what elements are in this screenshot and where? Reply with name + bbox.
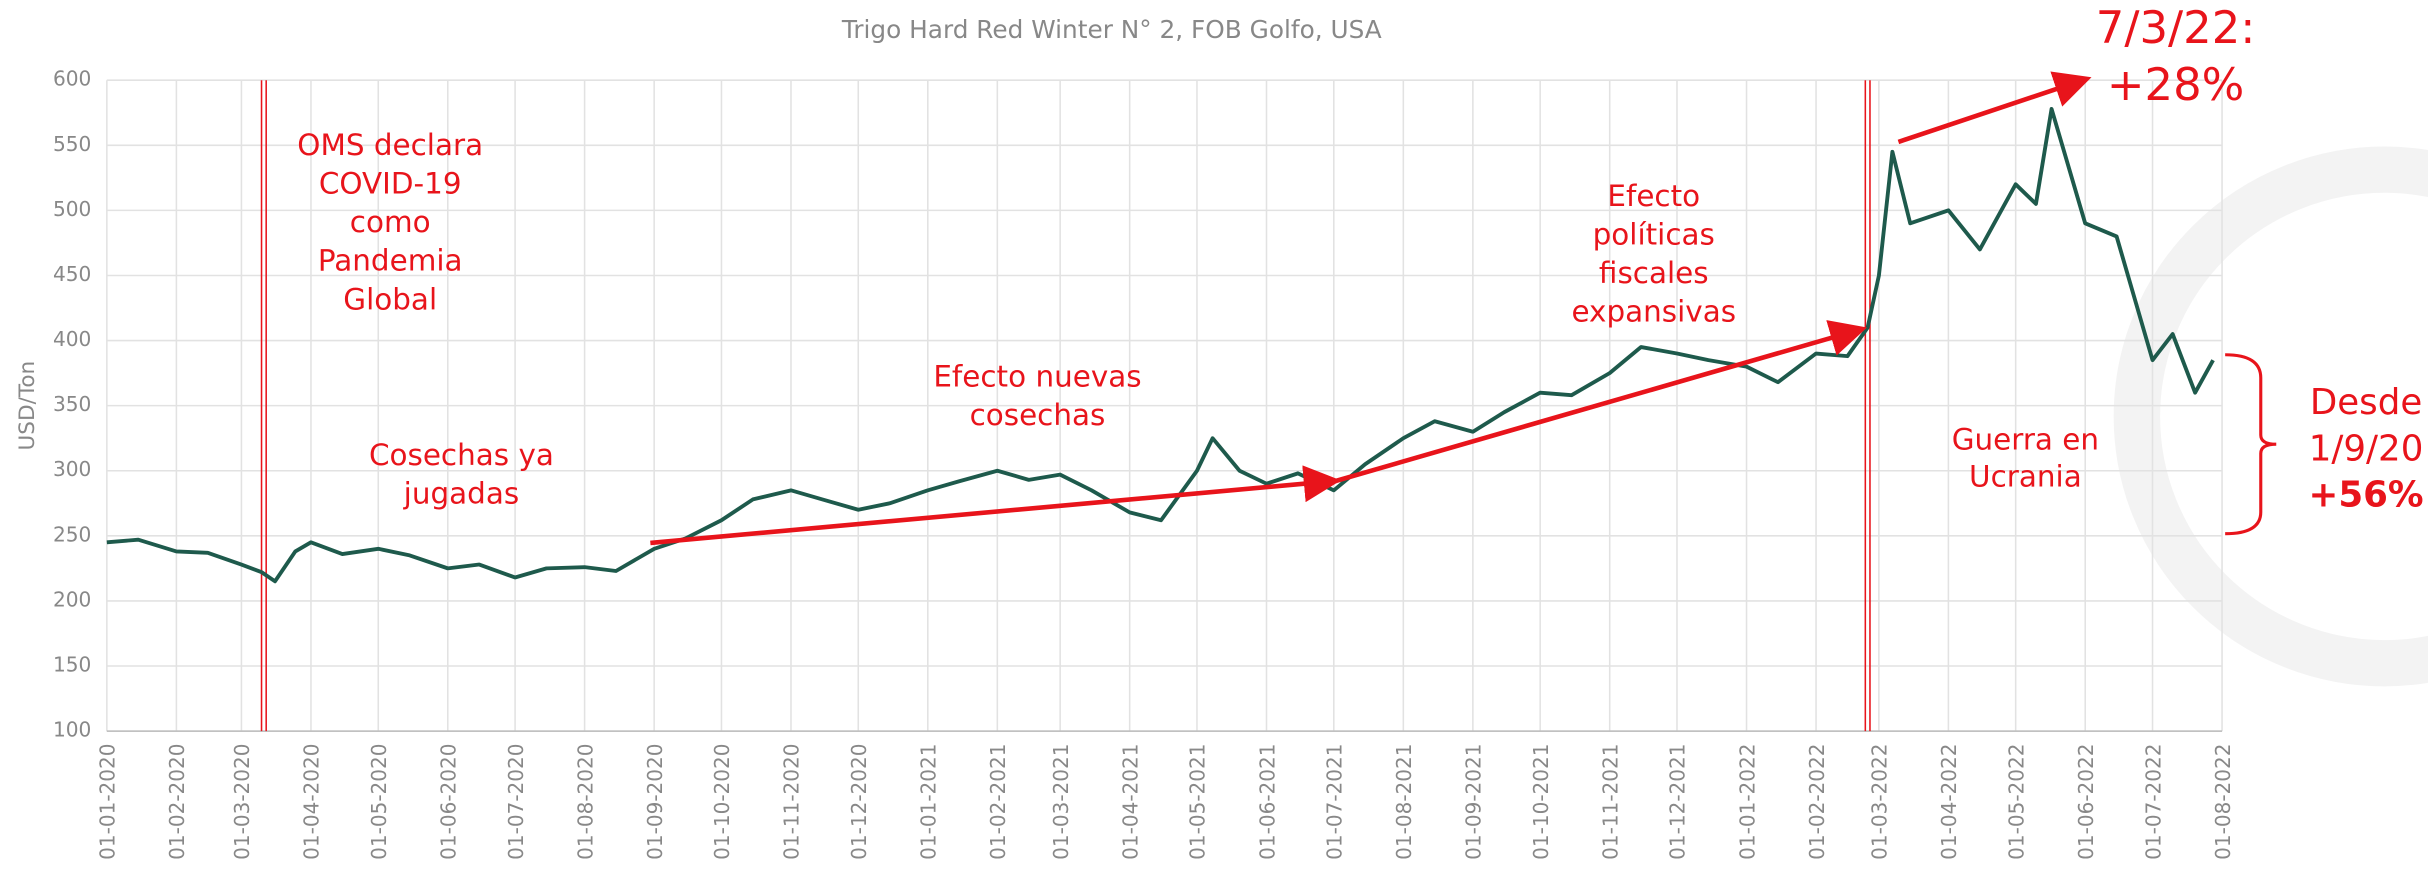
x-tick-label: 01-05-2020 bbox=[367, 743, 391, 859]
x-tick-label: 01-05-2021 bbox=[1186, 743, 1210, 859]
x-tick-label: 01-01-2021 bbox=[917, 743, 941, 859]
x-tick-label: 01-03-2020 bbox=[230, 743, 254, 859]
x-tick-label: 01-06-2020 bbox=[436, 743, 460, 859]
x-tick-label: 01-09-2021 bbox=[1462, 743, 1486, 859]
x-tick-label: 01-12-2021 bbox=[1666, 743, 1690, 859]
x-tick-label: 01-01-2020 bbox=[96, 743, 120, 859]
trend-arrow bbox=[650, 465, 1341, 546]
x-tick-label: 01-07-2022 bbox=[2141, 743, 2165, 859]
y-tick-label: 100 bbox=[53, 718, 91, 742]
annotation: cosechas bbox=[970, 398, 1106, 432]
y-tick-label: 250 bbox=[53, 522, 91, 546]
x-tick-label: 01-07-2021 bbox=[1323, 743, 1347, 859]
annotation: +56% bbox=[2309, 475, 2424, 516]
annotation: Ucrania bbox=[1969, 460, 2082, 494]
x-tick-label: 01-02-2022 bbox=[1805, 743, 1829, 859]
annotation: Pandemia bbox=[318, 244, 463, 278]
annotation: +28% bbox=[2107, 58, 2244, 111]
chart-title: Trigo Hard Red Winter N° 2, FOB Golfo, U… bbox=[841, 15, 1382, 44]
annotation: políticas bbox=[1593, 218, 1715, 252]
annotation: jugadas bbox=[403, 477, 520, 511]
annotation: OMS declara bbox=[297, 128, 483, 162]
x-tick-label: 01-08-2022 bbox=[2211, 743, 2235, 859]
y-axis-label: USD/Ton bbox=[15, 361, 40, 451]
y-tick-label: 350 bbox=[53, 392, 91, 416]
y-tick-label: 400 bbox=[53, 327, 91, 351]
trend-arrow bbox=[1897, 71, 2092, 145]
x-tick-label: 01-11-2021 bbox=[1598, 743, 1622, 859]
y-tick-label: 600 bbox=[53, 67, 91, 91]
annotation: como bbox=[350, 205, 431, 239]
x-tick-label: 01-02-2021 bbox=[986, 743, 1010, 859]
x-tick-label: 01-11-2020 bbox=[780, 743, 804, 859]
x-tick-label: 01-06-2021 bbox=[1255, 743, 1279, 859]
x-tick-label: 01-04-2020 bbox=[300, 743, 324, 859]
x-tick-label: 01-09-2020 bbox=[643, 743, 667, 859]
annotation: fiscales bbox=[1599, 256, 1709, 290]
x-tick-label: 01-12-2020 bbox=[847, 743, 871, 859]
y-tick-label: 500 bbox=[53, 197, 91, 221]
x-tick-label: 01-08-2020 bbox=[573, 743, 597, 859]
annotation: Desde bbox=[2310, 382, 2422, 423]
y-tick-label: 550 bbox=[53, 132, 91, 156]
x-tick-label: 01-04-2021 bbox=[1118, 743, 1142, 859]
x-tick-label: 01-03-2022 bbox=[1868, 743, 1892, 859]
arrows bbox=[650, 71, 2277, 546]
x-tick-label: 01-05-2022 bbox=[2004, 743, 2028, 859]
annotation: Cosechas ya bbox=[369, 438, 554, 472]
annotation: 1/9/20 bbox=[2309, 428, 2424, 469]
annotation: 7/3/22: bbox=[2096, 1, 2256, 54]
y-tick-label: 450 bbox=[53, 262, 91, 286]
x-tick-label: 01-06-2022 bbox=[2074, 743, 2098, 859]
bracket bbox=[2225, 353, 2277, 536]
y-tick-label: 200 bbox=[53, 587, 91, 611]
trend-arrow bbox=[1334, 320, 1868, 484]
annotation: Global bbox=[343, 282, 437, 316]
x-tick-label: 01-08-2021 bbox=[1392, 743, 1416, 859]
x-tick-label: 01-07-2020 bbox=[504, 743, 528, 859]
annotation: Guerra en bbox=[1952, 423, 2099, 457]
x-tick-label: 01-10-2021 bbox=[1529, 743, 1553, 859]
x-tick-label: 01-04-2022 bbox=[1937, 743, 1961, 859]
annotation: COVID-19 bbox=[319, 167, 462, 201]
annotation: Efecto nuevas bbox=[933, 359, 1141, 393]
annotation: Efecto bbox=[1607, 179, 1700, 213]
data-line bbox=[106, 106, 2215, 584]
x-tick-label: 01-02-2020 bbox=[165, 743, 189, 859]
annotation: expansivas bbox=[1571, 295, 1736, 329]
x-tick-label: 01-10-2020 bbox=[710, 743, 734, 859]
y-tick-label: 150 bbox=[53, 653, 91, 677]
x-tick-label: 01-03-2021 bbox=[1049, 743, 1073, 859]
y-tick-label: 300 bbox=[53, 457, 91, 481]
watermark bbox=[2113, 146, 2428, 687]
x-tick-label: 01-01-2022 bbox=[1735, 743, 1759, 859]
